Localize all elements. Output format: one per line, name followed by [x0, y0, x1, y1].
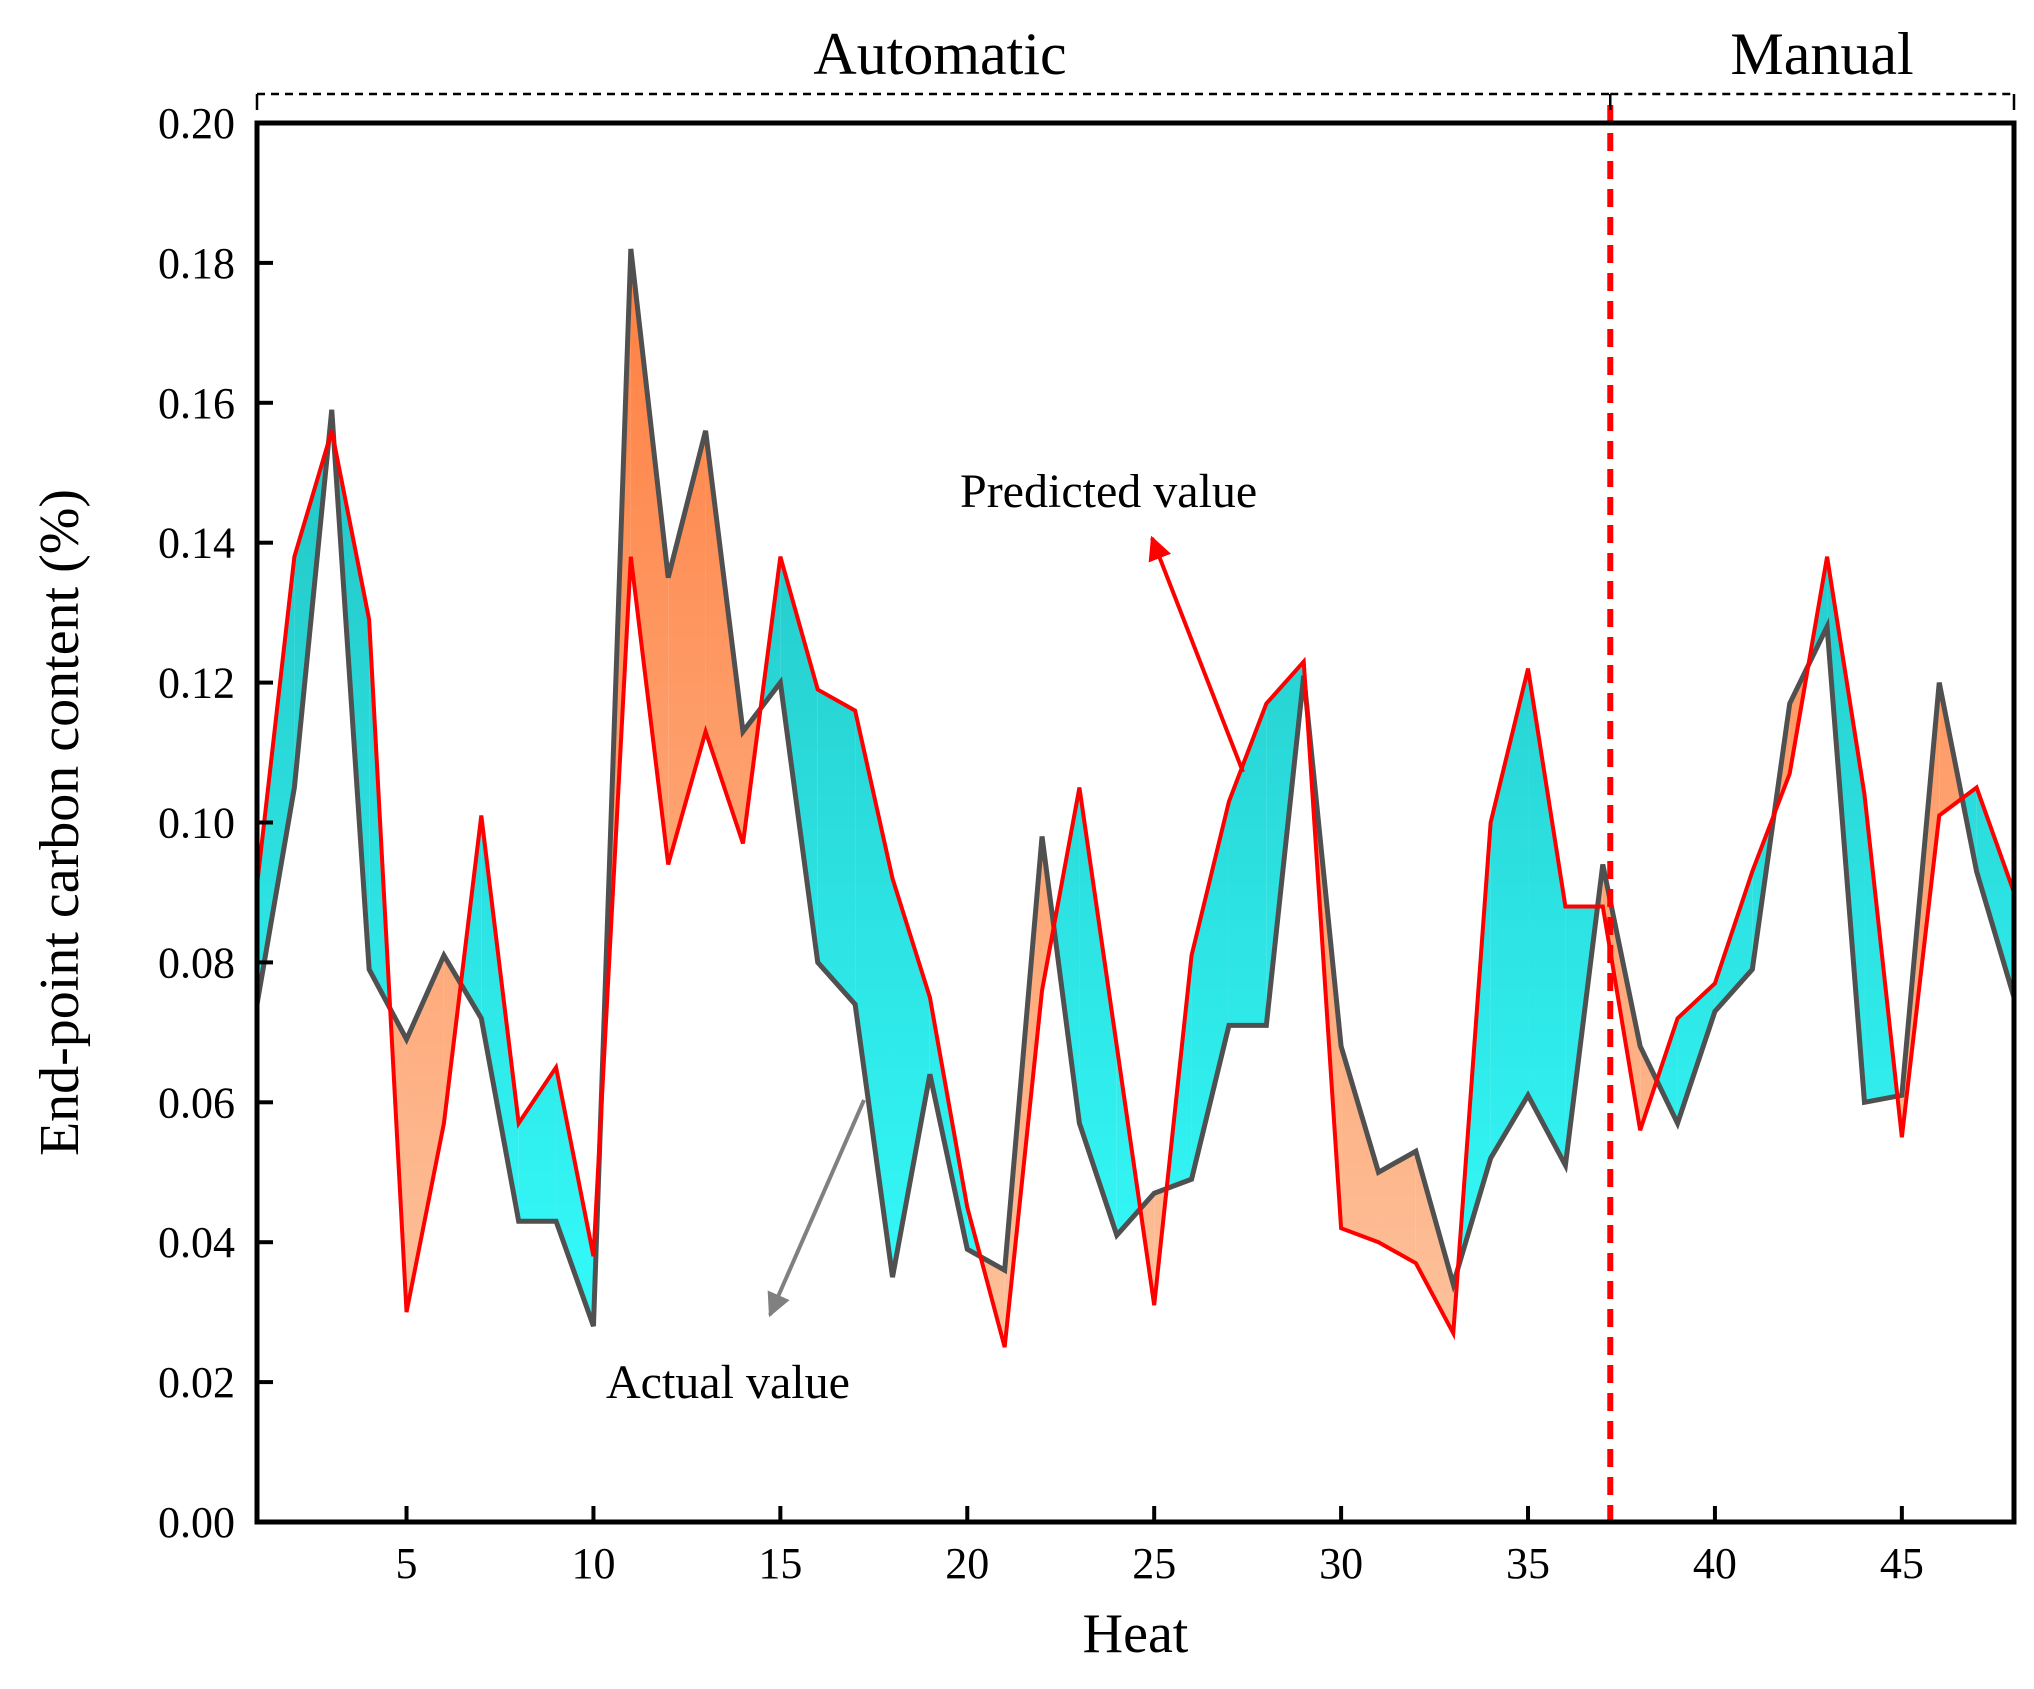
y-tick-label: 0.00 [158, 1498, 235, 1547]
y-tick-label: 0.06 [158, 1078, 235, 1127]
y-tick-label: 0.16 [158, 379, 235, 428]
difference-fill [817, 689, 856, 1005]
difference-fill [1640, 1046, 1657, 1131]
y-axis-ticks: 0.00 0.02 0.04 0.06 0.08 0.10 0.12 0.14 0.16 0.18… [158, 99, 273, 1547]
difference-fill [668, 430, 706, 865]
y-tick-label: 0.20 [158, 99, 235, 148]
x-tick-label: 25 [1132, 1539, 1176, 1588]
x-tick-label: 35 [1506, 1539, 1550, 1588]
difference-fill [1415, 1151, 1454, 1334]
difference-fill [892, 878, 930, 1278]
section-label: Automatic [813, 21, 1066, 87]
x-tick-label: 5 [396, 1539, 418, 1588]
predicted-value-line [255, 430, 2016, 1348]
x-axis-title: Heat [1083, 1603, 1189, 1665]
difference-fill [1656, 1018, 1678, 1124]
y-tick-label: 0.18 [158, 239, 235, 288]
actual-value-arrow [767, 1099, 866, 1318]
x-tick-label: 40 [1693, 1539, 1737, 1588]
x-tick-label: 45 [1880, 1539, 1924, 1588]
y-tick-label: 0.12 [158, 659, 235, 708]
y-tick-label: 0.14 [158, 519, 235, 568]
actual-value-label: Actual value [606, 1356, 850, 1409]
predicted-value-label: Predicted value [960, 465, 1257, 518]
y-tick-label: 0.04 [158, 1218, 235, 1267]
x-tick-label: 10 [571, 1539, 615, 1588]
difference-fill [1079, 787, 1117, 1236]
difference-fill [481, 815, 519, 1222]
difference-fill [1191, 801, 1229, 1180]
y-tick-label: 0.08 [158, 938, 235, 987]
difference-fill [1528, 668, 1566, 1166]
section-brackets: Automatic Manual [255, 21, 2016, 110]
difference-fill [1341, 1046, 1379, 1243]
y-axis-title: End-point carbon content (%) [29, 489, 91, 1156]
difference-fill [1053, 787, 1080, 1124]
y-tick-label: 0.02 [158, 1358, 235, 1407]
difference-fill [855, 710, 893, 1278]
predicted-value-arrow [1148, 535, 1245, 773]
x-axis-ticks: 5 10 15 20 25 30 35 40 45 [396, 1506, 1924, 1588]
difference-fill [406, 955, 444, 1313]
y-tick-label: 0.10 [158, 799, 235, 848]
difference-fill [705, 430, 743, 844]
difference-fill [1976, 787, 2014, 998]
section-label: Manual [1730, 21, 1913, 87]
difference-fill [630, 248, 669, 865]
difference-fill [257, 556, 295, 1005]
difference-fill [518, 1067, 557, 1222]
x-tick-label: 20 [945, 1539, 989, 1588]
x-tick-label: 30 [1319, 1539, 1363, 1588]
x-tick-label: 15 [758, 1539, 802, 1588]
difference-fill [1228, 703, 1267, 1026]
plot-frame [254, 120, 2017, 1525]
difference-fill [556, 1067, 594, 1327]
difference-fill [1378, 1151, 1416, 1264]
actual-value-line [254, 248, 2017, 1327]
